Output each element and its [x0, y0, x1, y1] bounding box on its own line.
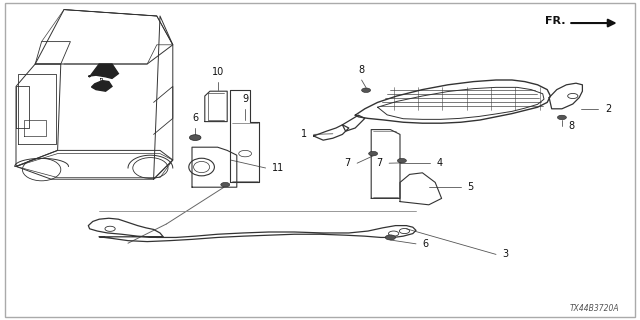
Text: 5: 5	[467, 182, 474, 192]
Text: FR.: FR.	[545, 16, 565, 26]
Circle shape	[369, 151, 378, 156]
Text: TX44B3720A: TX44B3720A	[570, 304, 620, 313]
Text: 8: 8	[358, 65, 365, 75]
Circle shape	[362, 88, 371, 92]
Text: 6: 6	[192, 113, 198, 123]
Text: 9: 9	[242, 94, 248, 104]
Text: 6: 6	[422, 239, 429, 249]
Text: 10: 10	[211, 67, 224, 77]
Polygon shape	[88, 64, 118, 78]
Polygon shape	[92, 81, 112, 91]
Text: 4: 4	[436, 158, 443, 168]
Text: 1: 1	[301, 129, 307, 140]
Circle shape	[221, 182, 230, 187]
Circle shape	[557, 115, 566, 120]
Text: 3: 3	[502, 249, 509, 260]
Circle shape	[189, 135, 201, 140]
Text: 8: 8	[568, 121, 575, 132]
Circle shape	[397, 158, 406, 163]
Text: 11: 11	[272, 163, 284, 173]
Text: 2: 2	[605, 104, 611, 114]
Circle shape	[385, 235, 396, 240]
Text: 7: 7	[376, 158, 383, 168]
Text: 7: 7	[344, 158, 351, 168]
